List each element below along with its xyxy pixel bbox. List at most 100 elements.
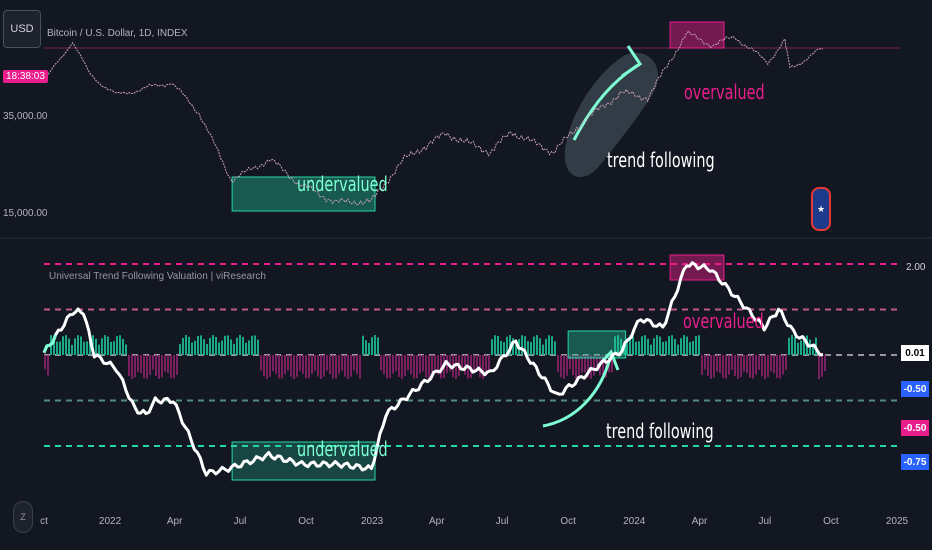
histogram-bar-up [185,335,187,355]
histogram-bar-up [506,336,508,355]
time-axis-label: 2024 [623,516,646,527]
histogram-bar-up [677,344,679,355]
zoom-button[interactable]: Z [13,501,33,533]
histogram-bar-up [362,335,364,355]
price-label-35000: 35,000.00 [3,111,48,122]
histogram-bar-down [449,355,451,372]
histogram-bar-up [236,337,238,355]
histogram-bar-up [86,341,88,355]
histogram-bar-down [161,355,163,378]
histogram-bar-down [170,355,172,379]
histogram-bar-up [230,339,232,355]
histogram-bar-up [188,336,190,355]
histogram-bar-up [194,340,196,355]
time-axis-label: Apr [692,516,708,527]
histogram-bar-down [317,355,319,377]
histogram-bar-down [395,355,397,372]
histogram-bar-down [707,355,709,376]
histogram-bar-down [302,355,304,374]
histogram-bar-up [89,336,91,355]
histogram-bar-down [461,355,463,370]
histogram-bar-up [695,336,697,355]
us-flag-icon[interactable]: ★ [811,187,831,231]
histogram-bar-down [176,355,178,375]
histogram-bar-up [71,344,73,355]
histogram-bar-down [263,355,265,377]
histogram-bar-up [203,339,205,355]
histogram-bar-down [587,355,589,378]
histogram-bar-down [575,355,577,379]
histogram-bar-down [410,355,412,375]
histogram-bar-up [53,336,55,355]
histogram-bar-up [368,342,370,355]
symbol-legend[interactable]: Bitcoin / U.S. Dollar, 1D, INDEX [47,28,188,39]
histogram-bar-up [539,338,541,355]
value-badge-2: -0.50 [901,381,929,397]
histogram-bar-up [98,344,100,355]
histogram-bar-down [593,355,595,376]
histogram-bar-up [515,344,517,355]
histogram-bar-up [647,338,649,355]
time-axis-label: ct [40,516,48,527]
histogram-bar-up [794,336,796,355]
histogram-bar-up [548,335,550,355]
histogram-bar-down [434,355,436,371]
histogram-bar-down [47,355,49,376]
histogram-bar-up [377,337,379,355]
histogram-bar-down [782,355,784,375]
histogram-bar-up [200,335,202,355]
histogram-bar-up [803,335,805,355]
histogram-bar-up [83,341,85,355]
histogram-bar-down [758,355,760,370]
histogram-bar-up [686,336,688,355]
histogram-bar-up [221,340,223,355]
histogram-bar-up [197,335,199,355]
histogram-bar-down [134,355,136,378]
histogram-bar-down [281,355,283,379]
histogram-bar-down [146,355,148,379]
currency-button[interactable]: USD [3,10,41,48]
histogram-bar-up [59,341,61,355]
ind-overvalued-label: overvalued [683,309,764,333]
histogram-bar-up [65,335,67,355]
histogram-bar-down [137,355,139,372]
histogram-bar-up [212,335,214,355]
histogram-bar-up [248,340,250,355]
histogram-bar-up [56,341,58,355]
histogram-bar-up [653,338,655,355]
histogram-bar-down [773,355,775,374]
value-badge-1: 0.01 [901,345,929,361]
histogram-bar-up [527,341,529,355]
histogram-bar-down [743,355,745,372]
histogram-bar-up [95,338,97,355]
histogram-bar-up [371,337,373,355]
histogram-bar-down [824,355,826,372]
histogram-bar-up [62,336,64,355]
histogram-bar-up [545,338,547,355]
histogram-bar-down [431,355,433,377]
histogram-bar-down [725,355,727,379]
histogram-bar-down [560,355,562,378]
indicator-title[interactable]: Universal Trend Following Valuation | vi… [49,271,266,282]
histogram-bar-down [749,355,751,379]
time-axis-label: Oct [560,516,576,527]
histogram-bar-up [509,335,511,355]
histogram-bar-up [224,335,226,355]
histogram-bar-up [683,335,685,355]
histogram-bar-down [173,355,175,379]
histogram-bar-up [122,338,124,355]
histogram-bar-up [617,335,619,355]
histogram-bar-down [455,355,457,379]
histogram-bar-up [656,335,658,355]
price-label-15000: 15,000.00 [3,208,48,219]
time-axis-label: Oct [823,516,839,527]
histogram-bar-up [215,336,217,355]
histogram-bar-down [428,355,430,379]
histogram-bar-down [713,355,715,378]
histogram-bar-down [311,355,313,375]
histogram-bar-down [290,355,292,377]
histogram-bar-up [797,342,799,355]
histogram-bar-down [143,355,145,378]
histogram-bar-up [245,342,247,355]
